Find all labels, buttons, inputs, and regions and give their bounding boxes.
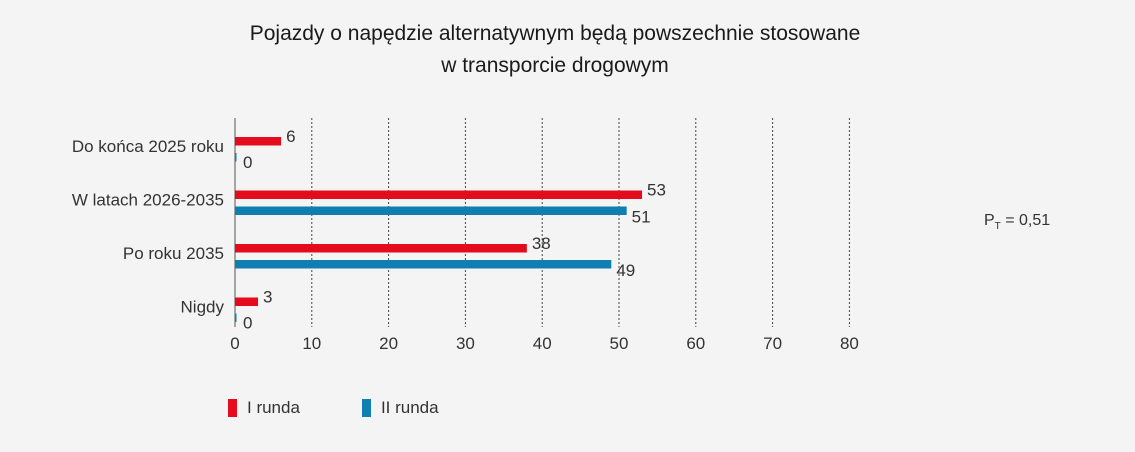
category-label-3: Po roku 2035 (123, 244, 224, 263)
data-label-series-1-4: 3 (263, 288, 272, 307)
x-tick-label-80: 80 (840, 334, 859, 353)
legend-label-series-1: I runda (247, 398, 300, 417)
x-tick-label-30: 30 (456, 334, 475, 353)
legend-swatch-series-1 (228, 399, 237, 417)
x-tick-label-10: 10 (302, 334, 321, 353)
x-tick-label-20: 20 (379, 334, 398, 353)
bar-series-2-2 (235, 206, 627, 215)
chart-title-line-1: Pojazdy o napędzie alternatywnym będą po… (249, 22, 861, 45)
data-label-series-2-4: 0 (243, 314, 252, 333)
category-label-4: Nigdy (181, 298, 225, 317)
legend-swatch-series-2 (361, 399, 371, 417)
bar-series-1-2 (235, 190, 643, 199)
legend-item-series-2: II runda (361, 398, 439, 418)
statistic-annotation: PT = 0,51 (984, 212, 1050, 232)
bar-series-1-4 (235, 297, 259, 306)
legend-item-series-1: I runda (228, 398, 300, 418)
data-label-series-2-3: 49 (616, 261, 635, 280)
data-label-series-1-1: 6 (286, 127, 295, 146)
legend: I runda II runda (228, 398, 439, 418)
data-label-series-1-3: 38 (532, 234, 551, 253)
legend-label-series-2: II runda (380, 398, 439, 417)
data-label-series-2-1: 0 (243, 153, 252, 172)
x-tick-label-60: 60 (686, 334, 705, 353)
x-tick-label-70: 70 (763, 334, 782, 353)
bar-series-1-1 (235, 137, 282, 146)
bar-series-2-1 (235, 153, 237, 162)
bar-series-2-4 (235, 313, 237, 322)
statistic-value: = 0,51 (1000, 212, 1051, 229)
chart-title: Pojazdy o napędzie alternatywnym będą po… (0, 18, 1110, 82)
bar-series-1-3 (235, 244, 527, 253)
statistic-prefix: P (984, 212, 995, 229)
x-tick-label-50: 50 (610, 334, 629, 353)
data-label-series-1-2: 53 (647, 181, 666, 200)
statistic-subscript: T (994, 221, 1001, 233)
chart-title-line-2: w transporcie drogowym (441, 54, 669, 77)
bar-series-2-3 (235, 260, 612, 269)
category-label-1: Do końca 2025 roku (72, 137, 224, 156)
data-label-series-2-2: 51 (632, 208, 651, 227)
category-label-2: W latach 2026-2035 (72, 191, 224, 210)
x-tick-label-0: 0 (230, 334, 239, 353)
x-tick-label-40: 40 (533, 334, 552, 353)
